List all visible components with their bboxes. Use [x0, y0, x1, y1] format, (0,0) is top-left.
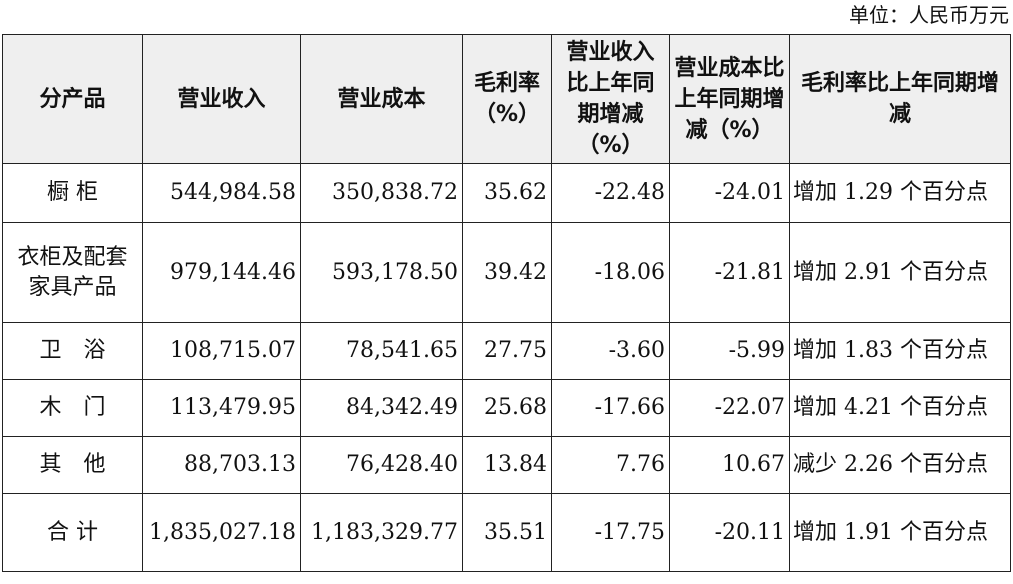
- cell-cost: 350,838.72: [300, 163, 463, 223]
- cell-cost-change: -5.99: [669, 322, 790, 380]
- product-revenue-table: 分产品 营业收入 营业成本 毛利率（%） 营业收入比上年同期增减（%） 营业成本…: [2, 34, 1011, 572]
- cell-margin-change: 增加 2.91 个百分点: [789, 222, 1011, 323]
- cell-margin: 39.42: [462, 222, 552, 323]
- cell-cost: 593,178.50: [300, 222, 463, 323]
- cell-margin: 27.75: [462, 322, 552, 380]
- cell-revenue: 108,715.07: [142, 322, 301, 380]
- table-row-total: 合 计 1,835,027.18 1,183,329.77 35.51 -17.…: [2, 493, 1011, 572]
- table-row: 衣柜及配套家具产品 979,144.46 593,178.50 39.42 -1…: [2, 222, 1011, 323]
- cell-revenue-change: -22.48: [551, 163, 670, 223]
- cell-margin-change: 增加 1.29 个百分点: [789, 163, 1011, 223]
- cell-revenue-change: -18.06: [551, 222, 670, 323]
- cell-product: 其 他: [2, 436, 143, 494]
- cell-margin: 35.51: [462, 493, 552, 572]
- header-product: 分产品: [2, 34, 143, 164]
- header-margin: 毛利率（%）: [462, 34, 552, 164]
- cell-product: 木 门: [2, 379, 143, 437]
- cell-revenue: 979,144.46: [142, 222, 301, 323]
- header-revenue-change: 营业收入比上年同期增减（%）: [551, 34, 670, 164]
- cell-cost: 84,342.49: [300, 379, 463, 437]
- cell-revenue: 544,984.58: [142, 163, 301, 223]
- cell-revenue-change: 7.76: [551, 436, 670, 494]
- table-row: 其 他 88,703.13 76,428.40 13.84 7.76 10.67…: [2, 436, 1011, 494]
- cell-revenue: 88,703.13: [142, 436, 301, 494]
- cell-revenue-change: -17.75: [551, 493, 670, 572]
- cell-revenue-change: -17.66: [551, 379, 670, 437]
- cell-revenue-change: -3.60: [551, 322, 670, 380]
- cell-product: 卫 浴: [2, 322, 143, 380]
- cell-cost: 76,428.40: [300, 436, 463, 494]
- cell-cost-change: -22.07: [669, 379, 790, 437]
- cell-margin-change: 增加 1.83 个百分点: [789, 322, 1011, 380]
- cell-margin-change: 增加 1.91 个百分点: [789, 493, 1011, 572]
- cell-cost-change: -24.01: [669, 163, 790, 223]
- cell-cost: 1,183,329.77: [300, 493, 463, 572]
- header-margin-change: 毛利率比上年同期增减: [789, 34, 1011, 164]
- cell-margin: 13.84: [462, 436, 552, 494]
- cell-cost-change: -20.11: [669, 493, 790, 572]
- cell-revenue: 1,835,027.18: [142, 493, 301, 572]
- cell-margin-change: 增加 4.21 个百分点: [789, 379, 1011, 437]
- cell-cost: 78,541.65: [300, 322, 463, 380]
- cell-margin-change: 减少 2.26 个百分点: [789, 436, 1011, 494]
- cell-revenue: 113,479.95: [142, 379, 301, 437]
- cell-cost-change: 10.67: [669, 436, 790, 494]
- table-row: 卫 浴 108,715.07 78,541.65 27.75 -3.60 -5.…: [2, 322, 1011, 380]
- table-row: 木 门 113,479.95 84,342.49 25.68 -17.66 -2…: [2, 379, 1011, 437]
- table-row: 橱 柜 544,984.58 350,838.72 35.62 -22.48 -…: [2, 163, 1011, 223]
- cell-product: 橱 柜: [2, 163, 143, 223]
- cell-product: 合 计: [2, 493, 143, 572]
- header-revenue: 营业收入: [142, 34, 301, 164]
- cell-cost-change: -21.81: [669, 222, 790, 323]
- unit-label: 单位：人民币万元: [849, 3, 1009, 27]
- header-row: 分产品 营业收入 营业成本 毛利率（%） 营业收入比上年同期增减（%） 营业成本…: [2, 34, 1011, 164]
- header-cost: 营业成本: [300, 34, 463, 164]
- cell-margin: 35.62: [462, 163, 552, 223]
- cell-margin: 25.68: [462, 379, 552, 437]
- cell-product: 衣柜及配套家具产品: [2, 222, 143, 323]
- header-cost-change: 营业成本比上年同期增减（%）: [669, 34, 790, 164]
